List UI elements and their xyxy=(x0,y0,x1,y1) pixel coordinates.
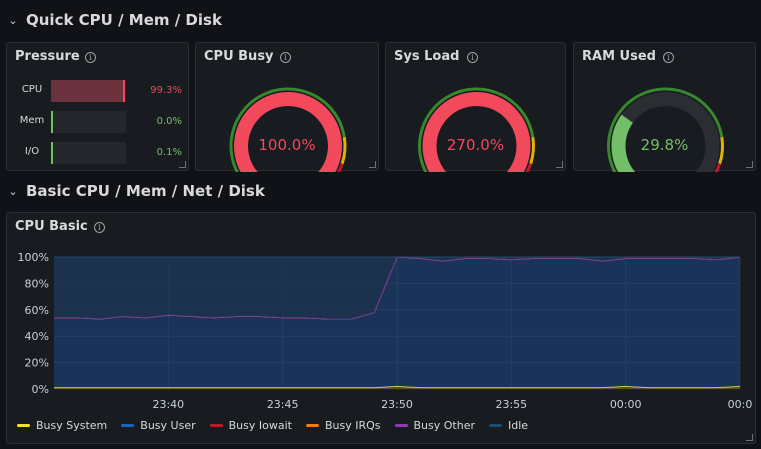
cpu-basic-chart: 0% 20% 40% 60% 80% 100% 23:40 23:45 23:50 23:55 00… xyxy=(18,251,753,408)
line-busy-system xyxy=(54,385,741,389)
legend-swatch xyxy=(305,424,319,427)
legend-item-busy-irqs[interactable]: Busy IRQs xyxy=(305,419,381,432)
pressure-label: CPU xyxy=(21,84,43,95)
legend-item-idle[interactable]: Idle xyxy=(489,419,528,432)
panel-title: Pressure xyxy=(15,49,80,64)
legend-item-busy-system[interactable]: Busy System xyxy=(17,419,107,432)
resize-handle[interactable] xyxy=(179,161,186,168)
threshold-arc-ok xyxy=(229,87,346,188)
gauge-value: 29.8% xyxy=(640,136,689,154)
legend-swatch xyxy=(394,424,408,427)
area-busy-system xyxy=(54,386,740,389)
info-icon[interactable]: i xyxy=(663,52,674,63)
legend-swatch xyxy=(209,424,223,427)
legend-label: Busy System xyxy=(36,419,108,432)
pressure-label: Mem xyxy=(19,115,45,126)
sys-load-panel: Sys Load i 270.0% xyxy=(385,42,566,188)
x-tick-label: 23:50 xyxy=(381,398,413,408)
legend-label: Busy IRQs xyxy=(324,419,381,432)
pressure-row-mem: Mem 0.0% xyxy=(7,111,190,133)
row-title: Basic CPU / Mem / Net / Disk xyxy=(26,182,265,200)
y-tick-label: 20% xyxy=(25,357,49,370)
pressure-label: I/O xyxy=(24,146,40,157)
row-header-basic[interactable]: ⌄ Basic CPU / Mem / Net / Disk xyxy=(0,179,265,203)
area-busy-user xyxy=(54,257,740,388)
pressure-panel: Pressure i CPU 99.3% Mem 0.0% I/O 0.1% xyxy=(6,42,189,171)
resize-handle[interactable] xyxy=(556,161,563,168)
y-tick-label: 80% xyxy=(25,277,49,290)
resize-handle[interactable] xyxy=(369,161,376,168)
info-icon[interactable]: i xyxy=(85,52,96,63)
panel-title: CPU Busy xyxy=(204,49,274,64)
pressure-bar xyxy=(51,111,126,133)
legend-label: Busy Iowait xyxy=(228,419,292,432)
row-title: Quick CPU / Mem / Disk xyxy=(26,11,222,29)
pressure-bar-fill xyxy=(51,111,53,133)
y-tick-label: 40% xyxy=(25,330,49,343)
pressure-row-cpu: CPU 99.3% xyxy=(7,80,190,102)
sys-load-gauge xyxy=(418,87,535,188)
pressure-bar xyxy=(51,80,126,102)
legend-swatch xyxy=(17,424,30,427)
legend-item-busy-other[interactable]: Busy Other xyxy=(394,419,476,432)
legend-label: Busy User xyxy=(140,419,196,432)
legend-item-busy-user[interactable]: Busy User xyxy=(121,419,196,432)
chevron-down-icon: ⌄ xyxy=(8,13,18,27)
x-tick-label: 00:00 xyxy=(610,398,642,408)
cpu-busy-gauge xyxy=(229,87,347,188)
gauge-fill xyxy=(422,92,531,185)
info-icon[interactable]: i xyxy=(280,52,291,63)
chevron-down-icon: ⌄ xyxy=(8,184,18,198)
panel-title: RAM Used xyxy=(582,49,656,64)
cpu-basic-panel: CPU Basic i 0% 20% 40% 60% 80% 100% 23:40 23:45… xyxy=(6,212,756,444)
resize-handle[interactable] xyxy=(746,161,753,168)
y-tick-label: 0% xyxy=(32,383,49,396)
x-tick-label: 23:45 xyxy=(267,398,299,408)
threshold-arc-warn xyxy=(718,136,724,165)
gauge-value: 270.0% xyxy=(446,136,505,154)
pressure-bar-fill xyxy=(51,80,126,102)
pressure-value: 0.1% xyxy=(156,147,182,158)
legend-swatch xyxy=(121,424,135,427)
threshold-arc-warn xyxy=(529,136,535,165)
threshold-arc-warn xyxy=(340,136,347,165)
threshold-arc-ok xyxy=(418,87,535,188)
y-tick-label: 100% xyxy=(18,251,49,264)
legend-item-busy-iowait[interactable]: Busy Iowait xyxy=(209,419,292,432)
resize-handle[interactable] xyxy=(746,434,753,441)
info-icon[interactable]: i xyxy=(467,52,478,63)
pressure-bar-fill xyxy=(51,142,53,164)
pressure-value: 99.3% xyxy=(150,85,182,96)
info-icon[interactable]: i xyxy=(94,222,105,233)
y-tick-label: 60% xyxy=(25,304,49,317)
legend-label: Idle xyxy=(508,419,529,432)
gauge-value: 100.0% xyxy=(258,136,316,154)
gauge-fill xyxy=(234,92,342,185)
legend-swatch xyxy=(489,424,502,427)
threshold-arc-ok xyxy=(607,87,724,188)
legend-label: Busy Other xyxy=(413,419,476,432)
x-tick-label: 23:55 xyxy=(495,398,527,408)
cpu-busy-panel: CPU Busy i 100.0% xyxy=(195,42,379,188)
x-tick-label: 00:0 xyxy=(728,398,753,408)
pressure-bar xyxy=(51,142,126,164)
x-tick-label: 23:40 xyxy=(152,398,184,408)
chart-legend: Busy System Busy User Busy Iowait Busy IRQs… xyxy=(17,419,528,432)
panel-title: Sys Load xyxy=(394,49,460,64)
row-header-quick[interactable]: ⌄ Quick CPU / Mem / Disk xyxy=(0,8,222,32)
area-idle xyxy=(54,257,740,320)
pressure-value: 0.0% xyxy=(156,116,182,127)
pressure-row-io: I/O 0.1% xyxy=(7,142,190,164)
ram-used-panel: RAM Used i 29.8% xyxy=(573,42,756,188)
panel-title: CPU Basic xyxy=(15,219,88,234)
